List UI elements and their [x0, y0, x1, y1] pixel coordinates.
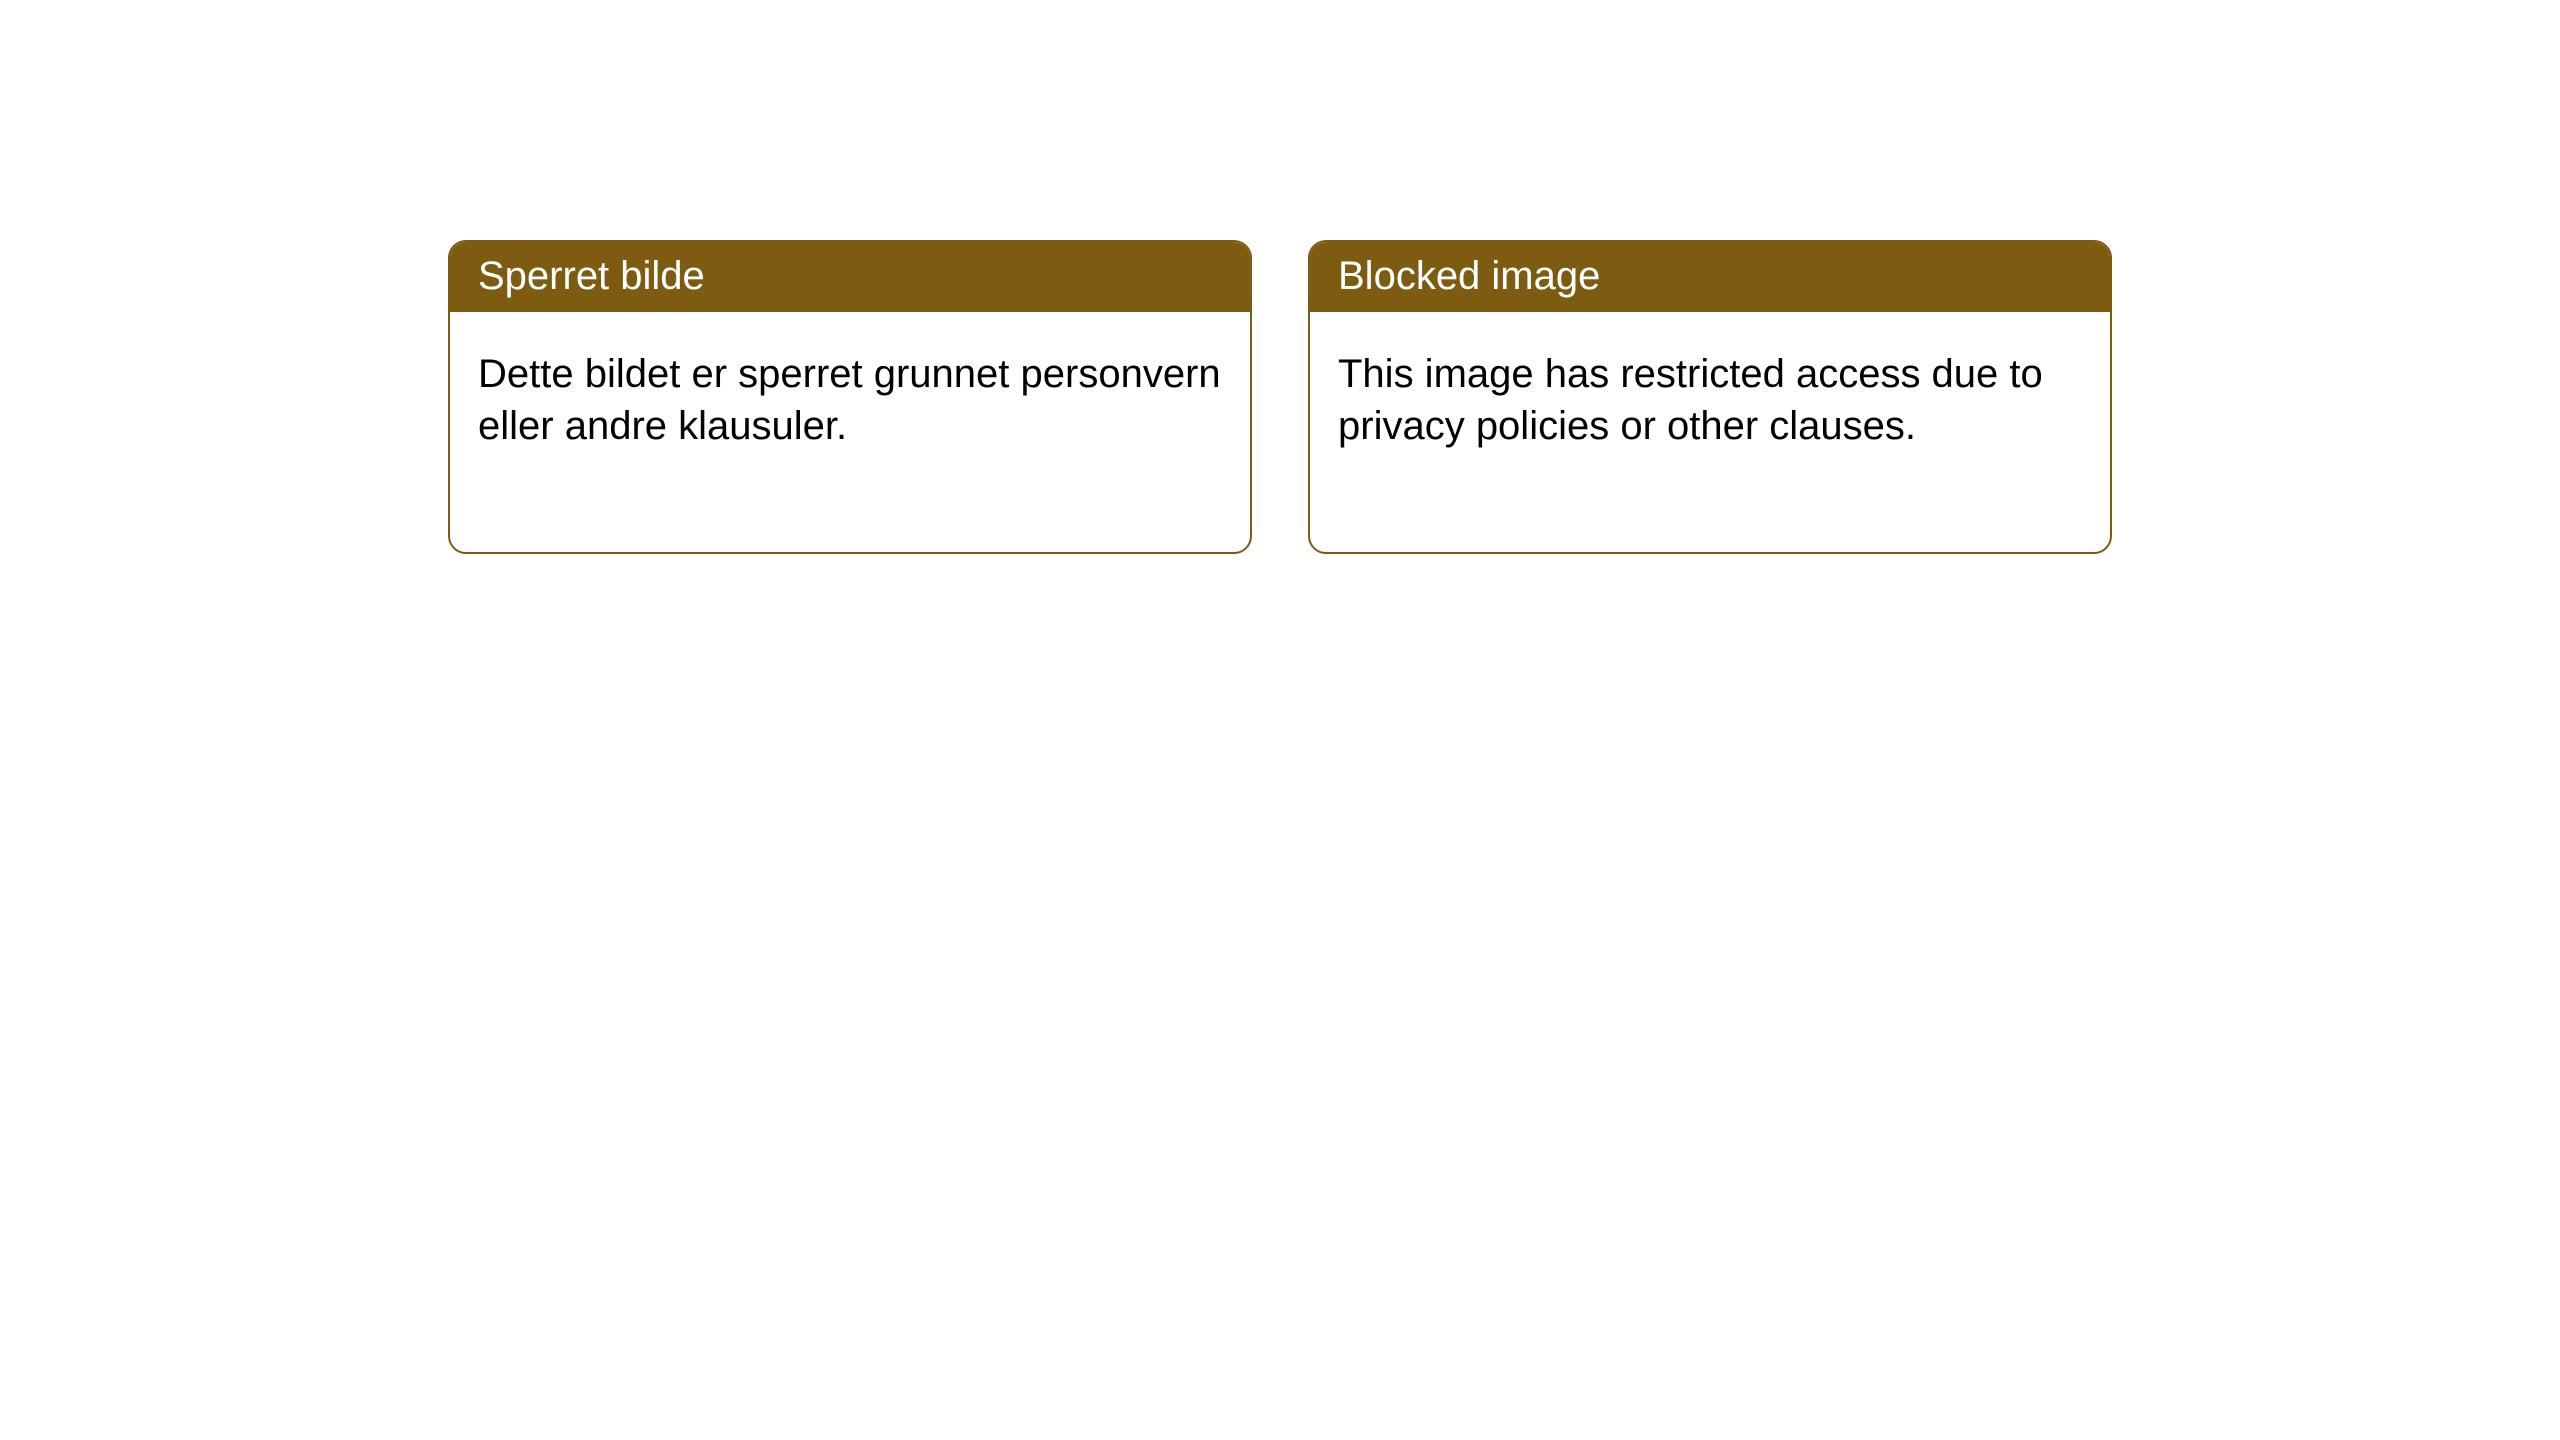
notice-card-body: Dette bildet er sperret grunnet personve… [450, 312, 1250, 552]
notice-card-title: Sperret bilde [450, 242, 1250, 312]
notice-card-norwegian: Sperret bilde Dette bildet er sperret gr… [448, 240, 1252, 554]
notice-card-title: Blocked image [1310, 242, 2110, 312]
notice-cards-container: Sperret bilde Dette bildet er sperret gr… [0, 0, 2560, 554]
notice-card-body: This image has restricted access due to … [1310, 312, 2110, 552]
notice-card-english: Blocked image This image has restricted … [1308, 240, 2112, 554]
